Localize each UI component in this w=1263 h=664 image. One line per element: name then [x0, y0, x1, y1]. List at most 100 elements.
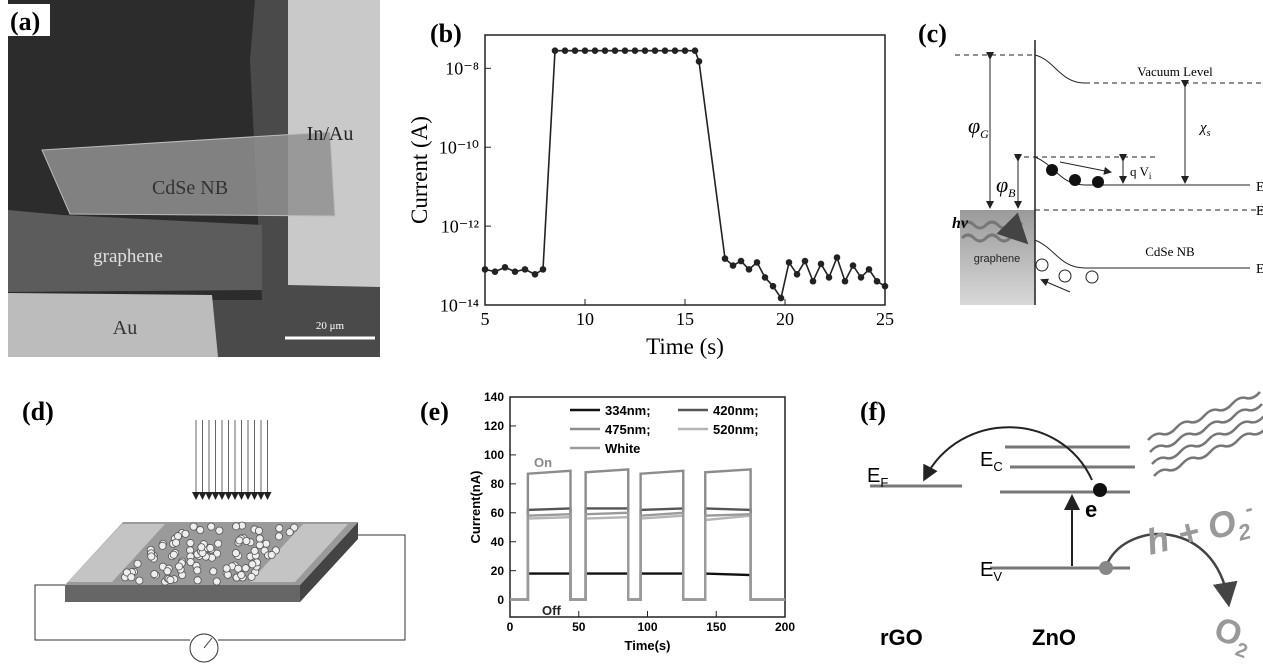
data-point [651, 47, 659, 54]
label: φ [968, 113, 980, 138]
particle [186, 539, 195, 548]
data-point [561, 47, 569, 54]
y-tick-label: 10⁻¹² [441, 216, 479, 236]
particle [172, 538, 181, 547]
data-point [591, 47, 599, 54]
particle [274, 532, 283, 541]
valence-band [1034, 239, 1250, 269]
data-point [691, 47, 699, 54]
particle [242, 536, 251, 545]
wire [218, 534, 406, 641]
particle [255, 541, 264, 550]
electron [1069, 174, 1081, 186]
label: s [1207, 128, 1211, 139]
data-point [841, 277, 849, 285]
y-tick-label: 10⁻¹⁰ [439, 138, 479, 158]
data-point [571, 47, 579, 54]
data-point [777, 294, 785, 302]
y-axis-title: Current (A) [407, 116, 432, 224]
electron [1093, 483, 1107, 497]
particle [237, 571, 246, 580]
label: ZnO [1032, 625, 1076, 650]
particle [254, 526, 263, 535]
y-tick-label: 100 [484, 448, 504, 462]
particle [275, 524, 284, 533]
data-point [695, 58, 703, 65]
label: E [1256, 204, 1263, 219]
hole [1058, 269, 1072, 283]
data-point [737, 257, 745, 265]
data-point [745, 266, 753, 273]
legend-label: 475nm; [605, 422, 651, 437]
data-point [681, 47, 689, 54]
data-point [621, 47, 629, 54]
particle [247, 572, 256, 581]
meter-needle [203, 637, 213, 649]
label: E [867, 465, 880, 487]
y-tick-label: 80 [491, 477, 505, 491]
particle [222, 564, 231, 573]
label: E [980, 559, 993, 581]
label: φ [996, 172, 1008, 197]
label: C [993, 459, 1002, 474]
y-tick-label: 0 [497, 593, 504, 607]
label: graphene [93, 246, 163, 267]
light-wave [1149, 403, 1263, 453]
series-line [510, 511, 785, 601]
x-tick-label: 50 [572, 620, 586, 634]
panel-label: (b) [430, 19, 462, 48]
slab-side [300, 522, 358, 602]
particle [207, 522, 216, 531]
label: CdSe NB [1145, 244, 1195, 259]
data-point [641, 47, 649, 54]
label: CdSe NB [152, 177, 228, 199]
label: EC [980, 449, 1003, 474]
particle [212, 577, 221, 586]
conduction-band [1034, 156, 1250, 186]
particle [181, 529, 190, 538]
hole [1035, 258, 1049, 272]
label: E [980, 449, 993, 471]
y-tick-label: 40 [491, 535, 505, 549]
electrode [250, 524, 348, 582]
y-tick-label: 20 [491, 564, 505, 578]
label: h + O2- [1142, 495, 1261, 567]
label: φG [968, 113, 989, 141]
data-point [769, 282, 777, 290]
x-tick-label: 10 [576, 309, 594, 329]
label: E [1256, 180, 1263, 195]
series-line [510, 572, 785, 601]
panel-label: (c) [918, 19, 947, 48]
label: Au [113, 317, 137, 339]
annotation: Off [542, 603, 561, 618]
particle [285, 528, 294, 537]
label: O2 [1208, 610, 1258, 663]
y-tick-label: 10⁻¹⁴ [440, 295, 479, 315]
particle [135, 576, 144, 585]
x-tick-label: 0 [507, 620, 514, 634]
data-point [511, 268, 519, 275]
label: hν [952, 215, 969, 232]
electron [1092, 176, 1104, 188]
panel-label: (d) [22, 397, 54, 426]
data-point [809, 277, 817, 285]
hole [1085, 270, 1099, 284]
x-axis-title: Time (s) [646, 334, 724, 359]
data-point [581, 47, 589, 54]
particle [147, 552, 156, 561]
label: χs [1198, 120, 1211, 139]
data-point [881, 282, 889, 290]
chart: (b) 5 10 15 20 25 10⁻¹⁴ 10⁻¹² 10⁻¹⁰ 10⁻⁸ Time (s) C… [407, 19, 894, 359]
label: E [1256, 262, 1263, 277]
electron [1046, 164, 1058, 176]
light-wave [1153, 429, 1263, 477]
data-point [753, 259, 761, 266]
particle [235, 536, 244, 545]
label: B [1008, 186, 1016, 200]
annotation: On [534, 455, 552, 470]
wire [34, 584, 190, 641]
particle [169, 550, 178, 559]
panel-a: (a) In/Au CdSe NB graphene Au 20 μm [8, 0, 380, 357]
